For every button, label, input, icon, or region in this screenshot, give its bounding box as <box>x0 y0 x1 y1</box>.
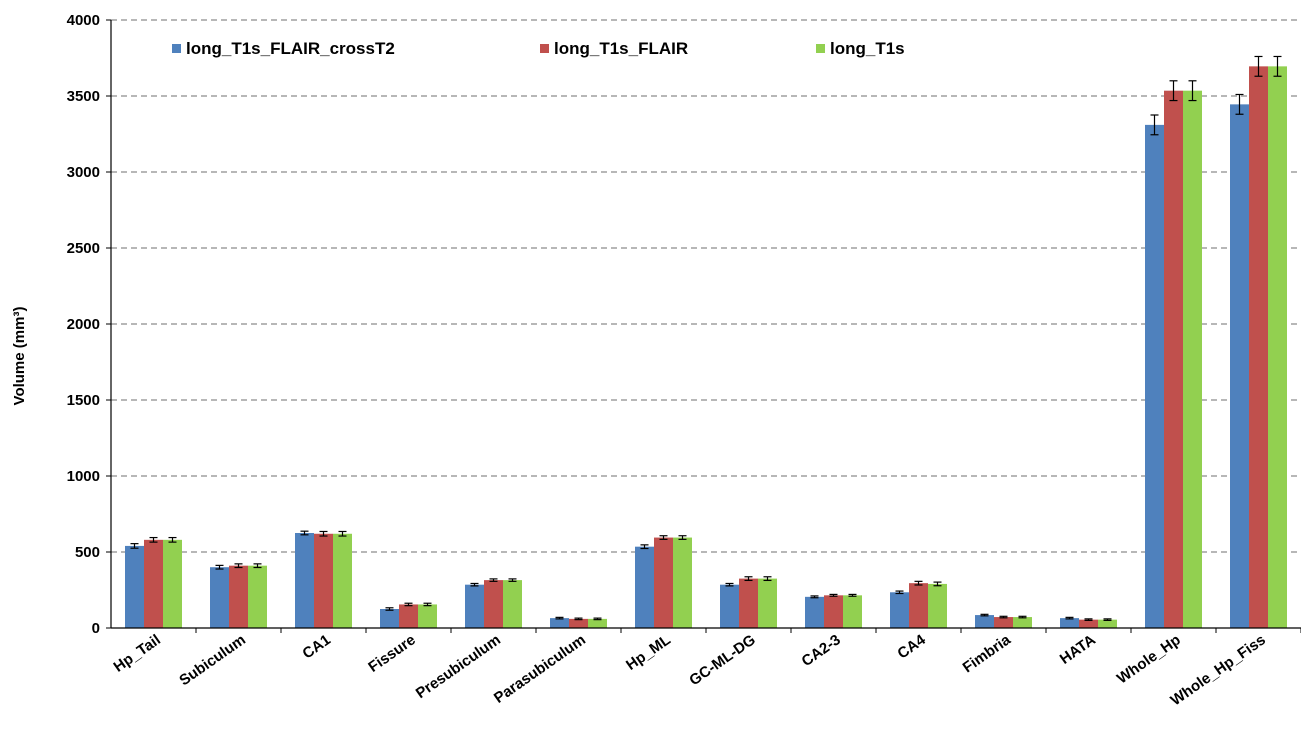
bar <box>399 604 418 628</box>
legend-label: long_T1s <box>830 39 905 58</box>
x-tick-label: Whole_Hp_Fiss <box>1168 631 1269 709</box>
bar <box>144 539 163 628</box>
bar <box>1249 66 1268 629</box>
bar <box>503 580 522 628</box>
bar <box>758 578 777 628</box>
legend-swatch <box>172 44 181 53</box>
bar <box>484 580 503 628</box>
x-tick-label: CA2-3 <box>799 631 844 670</box>
x-tick-label: Fissure <box>365 631 418 676</box>
bar <box>909 583 928 628</box>
legend: long_T1s_FLAIR_crossT2 long_T1s_FLAIR long… <box>172 39 905 58</box>
bar <box>1060 618 1079 628</box>
bar <box>380 609 399 628</box>
x-tick-label: Whole_Hp <box>1114 631 1184 687</box>
bar <box>654 537 673 628</box>
bar <box>229 565 248 628</box>
legend-label: long_T1s_FLAIR_crossT2 <box>186 39 395 58</box>
bar <box>994 617 1013 628</box>
bar <box>843 595 862 628</box>
x-tick-label: CA1 <box>299 631 333 662</box>
legend-swatch <box>540 44 549 53</box>
y-tick-label: 2000 <box>67 316 100 333</box>
y-tick-label: 500 <box>75 544 100 561</box>
legend-label: long_T1s_FLAIR <box>554 39 688 58</box>
bar <box>739 578 758 628</box>
y-tick-label: 1500 <box>67 392 100 409</box>
bar <box>1013 617 1032 628</box>
bar <box>720 584 739 628</box>
y-tick-label: 0 <box>92 620 100 637</box>
bar <box>928 583 947 628</box>
y-tick-label: 3000 <box>67 164 100 181</box>
bar <box>163 539 182 628</box>
x-tick-label: Presubiculum <box>413 631 504 702</box>
y-tick-label: 1000 <box>67 468 100 485</box>
bar <box>333 533 352 628</box>
bar <box>805 596 824 628</box>
x-tick-label: Parasubiculum <box>491 631 589 707</box>
bar <box>588 618 607 628</box>
bar <box>1145 124 1164 628</box>
bar <box>1164 90 1183 629</box>
bar <box>890 592 909 628</box>
x-tick-label: Hp_Tail <box>111 631 164 675</box>
bar <box>569 618 588 628</box>
bars <box>125 55 1287 629</box>
x-tick-label: CA4 <box>894 631 929 663</box>
y-tick-label: 3500 <box>67 88 100 105</box>
y-axis-title: Volume (mm³) <box>11 307 28 406</box>
gridlines <box>111 19 1301 553</box>
x-tick-label: Fimbria <box>960 631 1015 676</box>
legend-entry: long_T1s <box>816 39 905 58</box>
bar <box>210 567 229 628</box>
bar <box>635 546 654 628</box>
x-tick-label: Subiculum <box>176 631 249 689</box>
bar <box>673 537 692 628</box>
bar <box>1183 90 1202 629</box>
bar <box>248 565 267 628</box>
bar <box>295 533 314 628</box>
x-tick-label: GC-ML-DG <box>686 631 759 689</box>
x-tick-label: Hp_ML <box>623 631 674 674</box>
bar <box>824 595 843 628</box>
legend-swatch <box>816 44 825 53</box>
y-tick-label: 4000 <box>67 12 100 29</box>
bar <box>550 618 569 628</box>
bar <box>1230 104 1249 629</box>
bar <box>975 615 994 628</box>
bar <box>1268 66 1287 629</box>
bar <box>314 533 333 628</box>
bar <box>125 545 144 628</box>
legend-entry: long_T1s_FLAIR_crossT2 <box>172 39 395 58</box>
x-tick-label: HATA <box>1057 631 1099 668</box>
legend-entry: long_T1s_FLAIR <box>540 39 688 58</box>
bar <box>1079 619 1098 628</box>
bar <box>418 604 437 628</box>
bar <box>465 584 484 628</box>
bar <box>1098 619 1117 628</box>
y-tick-label: 2500 <box>67 240 100 257</box>
